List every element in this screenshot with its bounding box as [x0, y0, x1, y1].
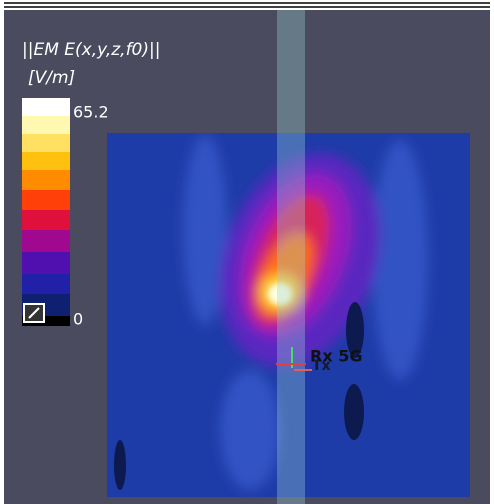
low-region	[346, 302, 364, 358]
field-contours	[183, 135, 428, 490]
color-step	[22, 98, 70, 116]
low-region	[114, 440, 126, 490]
receiver-label: Rx 5G	[310, 347, 362, 366]
legend-title: ||EM E(x,y,z,f0)||	[22, 40, 160, 60]
color-step	[22, 116, 70, 134]
color-step	[22, 230, 70, 252]
contour	[220, 370, 280, 490]
legend-max: 65.2	[73, 103, 109, 122]
color-step	[22, 252, 70, 274]
legend-min: 0	[73, 310, 83, 329]
contour	[372, 140, 428, 380]
legend-unit: [V/m]	[28, 68, 75, 88]
field-plane	[107, 133, 470, 497]
color-step	[22, 170, 70, 190]
color-step	[22, 134, 70, 152]
hotspot	[268, 283, 292, 305]
color-step	[22, 190, 70, 210]
color-step	[22, 152, 70, 170]
color-step	[22, 210, 70, 230]
colorbar-icon-glyph	[28, 307, 40, 319]
color-step	[22, 274, 70, 294]
colorbar	[22, 98, 70, 326]
color-step	[22, 316, 70, 326]
transmitter-label: Tx	[312, 358, 331, 374]
beam	[277, 10, 305, 504]
low-region	[344, 384, 364, 440]
contour	[183, 135, 227, 325]
